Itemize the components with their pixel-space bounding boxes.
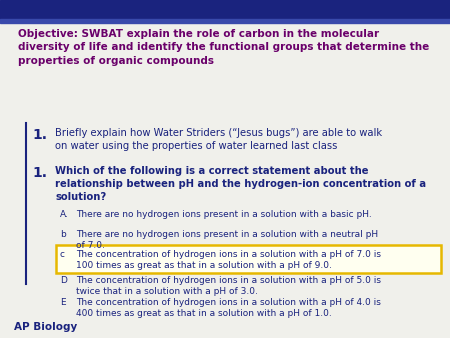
Text: E: E [60,298,66,307]
Text: AP Biology: AP Biology [14,322,77,332]
Text: Briefly explain how Water Striders (“Jesus bugs”) are able to walk
on water usin: Briefly explain how Water Striders (“Jes… [55,128,382,151]
Text: The concentration of hydrogen ions in a solution with a pH of 5.0 is
twice that : The concentration of hydrogen ions in a … [76,276,381,296]
Text: A.: A. [60,210,69,219]
Text: The concentration of hydrogen ions in a solution with a pH of 7.0 is
100 times a: The concentration of hydrogen ions in a … [76,250,381,270]
Text: There are no hydrogen ions present in a solution with a basic pH.: There are no hydrogen ions present in a … [76,210,372,219]
Text: Objective: SWBAT explain the role of carbon in the molecular
diversity of life a: Objective: SWBAT explain the role of car… [18,29,429,66]
Text: c: c [60,250,65,259]
Text: D: D [60,276,67,285]
Text: Which of the following is a correct statement about the
relationship between pH : Which of the following is a correct stat… [55,166,426,202]
Bar [0,19,450,23]
Text: 1.: 1. [32,128,47,142]
Text: b: b [60,230,66,239]
Text: There are no hydrogen ions present in a solution with a neutral pH
of 7.0.: There are no hydrogen ions present in a … [76,230,378,250]
Bar [0,0,450,19]
FancyBboxPatch shape [56,245,441,273]
Text: The concentration of hydrogen ions in a solution with a pH of 4.0 is
400 times a: The concentration of hydrogen ions in a … [76,298,381,318]
Text: 1.: 1. [32,166,47,180]
